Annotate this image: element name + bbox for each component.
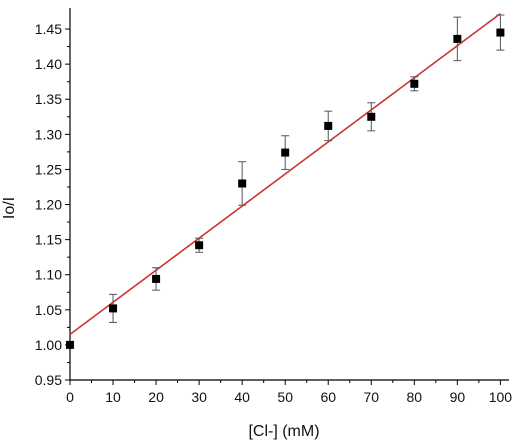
ticks: 0 10 20 30 40 50 60 70 80 90 100 0.95 1.00 1.05 1.10 1.… — [35, 21, 513, 405]
x-tick-label: 70 — [363, 389, 379, 405]
fit-line-layer — [69, 12, 501, 336]
x-axis-title: [Cl-] (mM) — [248, 423, 319, 440]
error-bars — [109, 14, 505, 323]
x-tick-label: 60 — [320, 389, 336, 405]
linear-fit-line — [69, 12, 501, 336]
data-point — [238, 179, 247, 188]
data-point — [410, 79, 419, 88]
data-point — [66, 340, 74, 349]
data-point — [152, 274, 161, 283]
x-tick-label: 90 — [450, 389, 466, 405]
y-tick-label: 1.25 — [35, 161, 62, 177]
x-tick-label: 40 — [234, 389, 250, 405]
y-axis-title: Io/I — [1, 197, 18, 219]
y-tick-label: 1.35 — [35, 91, 62, 107]
x-tick-label: 80 — [407, 389, 423, 405]
data-points — [66, 28, 505, 349]
x-tick-label: 30 — [191, 389, 207, 405]
x-tick-label: 50 — [277, 389, 293, 405]
y-tick-label: 0.95 — [35, 372, 62, 388]
y-tick-label: 1.00 — [35, 337, 62, 353]
y-tick-label: 1.15 — [35, 232, 62, 248]
data-point — [281, 148, 290, 157]
x-tick-label: 20 — [148, 389, 164, 405]
data-point — [195, 241, 204, 250]
data-point — [324, 121, 333, 130]
y-tick-label: 1.20 — [35, 197, 62, 213]
data-point — [367, 112, 376, 121]
x-tick-label: 100 — [489, 389, 513, 405]
x-tick-label: 10 — [105, 389, 121, 405]
axes — [69, 8, 509, 381]
data-point — [496, 28, 505, 37]
y-tick-label: 1.30 — [35, 126, 62, 142]
y-tick-label: 1.05 — [35, 302, 62, 318]
data-point — [453, 34, 462, 43]
x-tick-label: 0 — [66, 389, 74, 405]
data-point — [109, 304, 118, 313]
y-tick-label: 1.40 — [35, 56, 62, 72]
y-tick-label: 1.10 — [35, 267, 62, 283]
y-tick-label: 1.45 — [35, 21, 62, 37]
